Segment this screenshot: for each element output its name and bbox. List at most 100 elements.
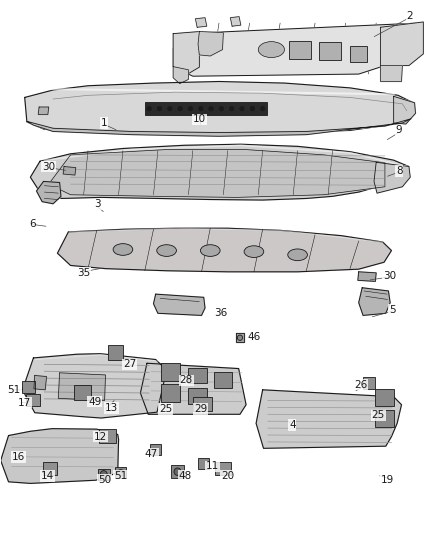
Text: 47: 47 — [145, 449, 158, 458]
Text: 26: 26 — [354, 379, 367, 390]
Bar — [319, 42, 341, 60]
Polygon shape — [230, 17, 241, 26]
Bar — [108, 345, 123, 360]
Text: 14: 14 — [41, 471, 54, 481]
Polygon shape — [63, 166, 76, 175]
Text: 9: 9 — [396, 125, 403, 135]
Bar — [188, 368, 207, 383]
Polygon shape — [22, 354, 166, 418]
Text: 25: 25 — [372, 410, 385, 421]
Bar — [99, 429, 116, 443]
Bar — [188, 387, 207, 403]
Text: 29: 29 — [194, 404, 207, 414]
Ellipse shape — [288, 249, 307, 261]
Text: 20: 20 — [221, 471, 234, 481]
Text: 2: 2 — [406, 11, 413, 21]
Bar — [145, 102, 267, 115]
Text: 50: 50 — [98, 475, 111, 485]
Text: 10: 10 — [193, 114, 206, 124]
Bar — [198, 458, 209, 469]
Polygon shape — [153, 294, 205, 316]
Ellipse shape — [198, 107, 203, 111]
Text: 8: 8 — [396, 166, 403, 176]
Ellipse shape — [219, 107, 223, 111]
Polygon shape — [195, 18, 207, 27]
Ellipse shape — [244, 246, 264, 257]
Text: 49: 49 — [88, 397, 101, 407]
Text: 28: 28 — [180, 375, 193, 385]
Bar — [350, 46, 367, 62]
Bar — [375, 389, 394, 406]
Polygon shape — [236, 333, 244, 342]
Text: 51: 51 — [114, 471, 127, 481]
Bar — [215, 462, 231, 475]
Ellipse shape — [230, 107, 234, 111]
Bar — [289, 41, 311, 59]
Polygon shape — [198, 31, 223, 56]
Text: 17: 17 — [18, 398, 32, 408]
Bar — [375, 410, 394, 427]
Bar — [21, 381, 35, 393]
Ellipse shape — [250, 107, 254, 111]
Polygon shape — [27, 119, 411, 136]
Text: 30: 30 — [42, 161, 55, 172]
Text: 27: 27 — [123, 359, 136, 369]
Text: 4: 4 — [289, 420, 296, 430]
Bar — [74, 384, 91, 400]
Text: 16: 16 — [12, 452, 25, 462]
Polygon shape — [25, 82, 416, 134]
Text: 36: 36 — [215, 308, 228, 318]
Text: 19: 19 — [380, 475, 394, 485]
Text: 46: 46 — [247, 332, 261, 342]
Polygon shape — [1, 429, 119, 483]
Ellipse shape — [209, 107, 213, 111]
Polygon shape — [173, 67, 188, 84]
Ellipse shape — [100, 471, 107, 478]
Text: 12: 12 — [94, 432, 107, 442]
Polygon shape — [34, 375, 46, 390]
Polygon shape — [394, 96, 416, 124]
Ellipse shape — [201, 245, 220, 256]
Text: 30: 30 — [383, 271, 396, 281]
Polygon shape — [38, 107, 49, 115]
Text: 51: 51 — [7, 385, 21, 395]
Polygon shape — [58, 373, 106, 400]
Bar — [161, 363, 180, 381]
Polygon shape — [36, 181, 61, 204]
Ellipse shape — [258, 42, 285, 58]
Ellipse shape — [157, 107, 162, 111]
Bar — [193, 397, 212, 411]
Text: 48: 48 — [178, 471, 191, 481]
Ellipse shape — [178, 107, 182, 111]
Polygon shape — [57, 228, 392, 272]
Bar — [214, 372, 232, 387]
Polygon shape — [359, 288, 390, 316]
Text: 13: 13 — [105, 403, 118, 413]
Bar — [115, 467, 127, 478]
Polygon shape — [381, 66, 403, 82]
Ellipse shape — [237, 335, 243, 341]
Bar — [363, 377, 375, 389]
Ellipse shape — [240, 107, 244, 111]
Polygon shape — [49, 150, 385, 197]
Ellipse shape — [113, 244, 133, 255]
Polygon shape — [141, 364, 246, 414]
Bar — [161, 384, 180, 402]
Text: 35: 35 — [77, 268, 90, 278]
Bar — [26, 394, 40, 406]
Bar — [98, 469, 110, 480]
Polygon shape — [173, 31, 199, 76]
Text: 1: 1 — [101, 118, 108, 128]
Polygon shape — [256, 390, 402, 448]
Ellipse shape — [147, 107, 151, 111]
Polygon shape — [381, 22, 424, 66]
Bar — [150, 444, 161, 455]
Ellipse shape — [188, 107, 193, 111]
Ellipse shape — [157, 245, 177, 256]
Polygon shape — [173, 23, 422, 76]
Polygon shape — [30, 144, 409, 200]
Ellipse shape — [118, 470, 124, 476]
Ellipse shape — [261, 107, 265, 111]
Bar — [171, 465, 184, 478]
Ellipse shape — [174, 468, 181, 475]
